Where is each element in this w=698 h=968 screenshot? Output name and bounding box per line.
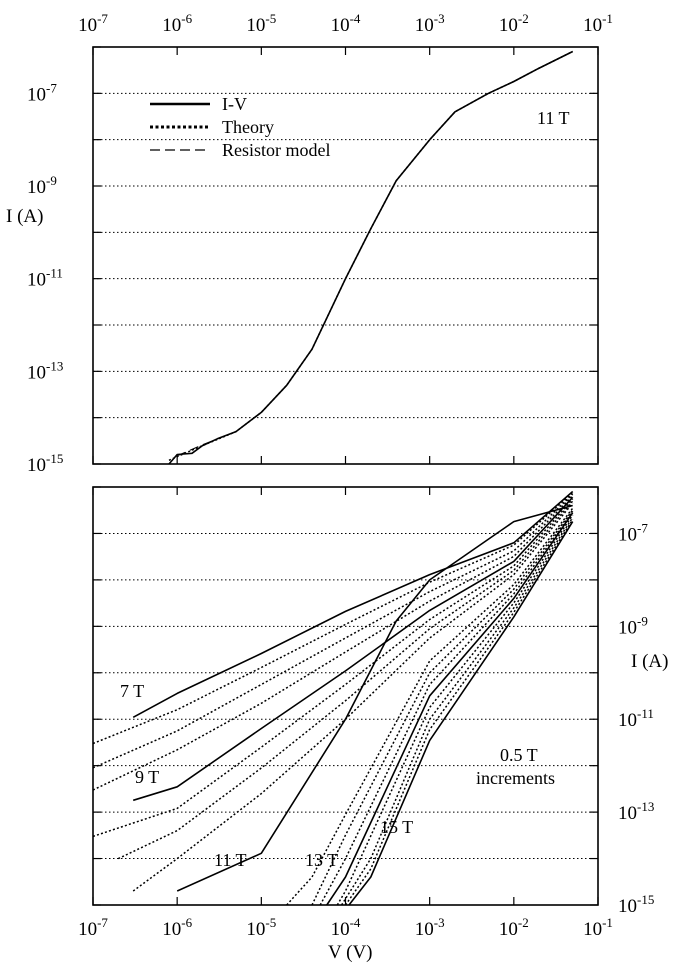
bottom-gridlines [93, 532, 598, 860]
series-field-15 [348, 521, 574, 906]
x-tick-label: 10-7 [78, 11, 108, 36]
x-tick-label: 10-6 [162, 11, 192, 36]
series-field-10-5 [132, 502, 574, 892]
x-tick-label: 10-3 [415, 11, 445, 36]
label-9t: 9 T [135, 767, 159, 787]
series-field-12 [311, 509, 574, 906]
series-field-13 [326, 512, 574, 906]
series-field-13-5 [336, 514, 574, 906]
bottom-x-axis-label: V (V) [328, 942, 373, 963]
label-13t: 13 T [305, 850, 338, 870]
x-tick-label: 10-2 [499, 915, 529, 940]
series-resistor-model [176, 51, 573, 457]
x-tick-label: 10-4 [331, 11, 361, 36]
y-tick-label: 10-15 [618, 892, 654, 917]
series-field-12-5 [319, 510, 574, 906]
top-y-axis-label: I (A) [6, 206, 43, 227]
label-11t: 11 T [214, 850, 247, 870]
bottom-y-tick-labels: 10-7 10-9 10-11 10-13 10-15 [618, 520, 654, 917]
y-tick-label: 10-11 [618, 706, 654, 731]
legend-label-theory: Theory [222, 117, 274, 137]
x-tick-label: 10-1 [583, 915, 613, 940]
label-7t: 7 T [120, 681, 144, 701]
bottom-y-axis-label: I (A) [631, 651, 668, 672]
y-tick-label: 10-9 [618, 613, 648, 638]
legend-label-resistor: Resistor model [222, 140, 331, 160]
bottom-panel-frame [92, 486, 599, 906]
label-increment-step: 0.5 T [500, 745, 538, 765]
label-15t: 15 T [380, 817, 413, 837]
series-field-9-5 [92, 498, 574, 838]
bottom-series [92, 490, 574, 906]
y-tick-label: 10-11 [27, 266, 63, 291]
series-field-14 [340, 517, 574, 906]
top-panel-frame [92, 46, 599, 465]
top-y-tick-labels: 10-7 10-9 10-11 10-13 10-15 [27, 80, 63, 476]
series-field-11-5 [286, 507, 574, 906]
y-tick-label: 10-15 [27, 451, 63, 476]
top-series [168, 50, 574, 465]
y-tick-label: 10-9 [27, 173, 57, 198]
label-increments: increments [476, 768, 555, 788]
y-tick-label: 10-7 [27, 80, 57, 105]
y-tick-label: 10-7 [618, 520, 648, 545]
series-field-7 [132, 490, 574, 719]
bottom-panel: 10-7 10-6 10-5 10-4 10-3 10-2 10-1 10-710-910-… [78, 486, 668, 963]
top-panel: 10-7 10-6 10-5 10-4 10-3 10-2 10-1 10-710-910-… [6, 11, 613, 476]
top-ticks [92, 46, 599, 465]
series-field-10 [117, 500, 574, 860]
x-tick-label: 10-4 [331, 915, 361, 940]
x-tick-label: 10-1 [583, 11, 613, 36]
top-annotation-11t: 11 T [537, 108, 570, 128]
series-field-9 [132, 496, 574, 802]
series-field-8-5 [92, 495, 574, 791]
bottom-x-tick-labels: 10-7 10-6 10-5 10-4 10-3 10-2 10-1 [78, 915, 613, 940]
x-tick-label: 10-5 [246, 11, 276, 36]
y-tick-label: 10-13 [618, 799, 654, 824]
y-tick-label: 10-13 [27, 358, 63, 383]
bottom-ticks [92, 486, 599, 906]
top-x-tick-labels: 10-7 10-6 10-5 10-4 10-3 10-2 10-1 [78, 11, 613, 36]
x-tick-label: 10-2 [499, 11, 529, 36]
top-legend: I-V Theory Resistor model [150, 94, 331, 160]
x-tick-label: 10-6 [162, 915, 192, 940]
x-tick-label: 10-5 [246, 915, 276, 940]
x-tick-label: 10-7 [78, 915, 108, 940]
legend-label-iv: I-V [222, 94, 247, 114]
series-field-11 [176, 504, 573, 892]
x-tick-label: 10-3 [415, 915, 445, 940]
top-gridlines [93, 92, 598, 419]
